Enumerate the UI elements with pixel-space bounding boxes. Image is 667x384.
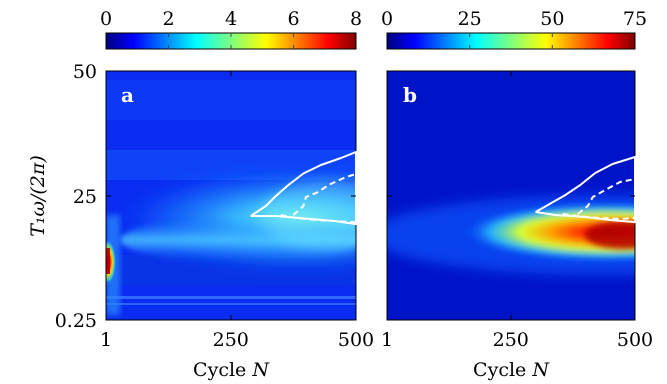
y-tick-label: 25 xyxy=(73,186,97,208)
x-tick-label: 500 xyxy=(338,329,374,351)
colorbar-tick-label: 50 xyxy=(540,8,564,30)
colorbar-tick-label: 8 xyxy=(350,8,362,30)
contour-dashed xyxy=(292,173,357,216)
x-tick-label: 500 xyxy=(617,329,653,351)
contour-dashed xyxy=(562,213,636,220)
x-tick-label: 1 xyxy=(381,329,393,351)
contour-dashed xyxy=(280,214,357,224)
colorbar-tick-label: 75 xyxy=(623,8,647,30)
colorbar-a xyxy=(105,32,357,50)
colorbar-b xyxy=(386,32,636,50)
colorbar-tick-label: 25 xyxy=(458,8,482,30)
colorbar-tick-label: 0 xyxy=(100,8,112,30)
y-tick-label: 50 xyxy=(73,61,97,83)
colorbar-tick-label: 0 xyxy=(381,8,393,30)
contour-dashed xyxy=(577,178,636,215)
heatmap-a xyxy=(106,71,356,320)
colorbar-tick-label: 2 xyxy=(162,8,174,30)
y-axis-label: T₁ω/(2π) xyxy=(27,155,49,237)
heatmap-b xyxy=(387,71,635,320)
colorbar-tick-label: 6 xyxy=(287,8,299,30)
panel-label-b: b xyxy=(403,83,417,107)
panel-label-a: a xyxy=(121,83,134,107)
y-tick-label: 0.25 xyxy=(55,310,97,332)
x-axis-label: Cycle N xyxy=(473,359,550,381)
x-tick-label: 250 xyxy=(493,329,529,351)
contour-solid xyxy=(535,156,636,224)
x-axis-label: Cycle N xyxy=(193,359,270,381)
x-tick-label: 250 xyxy=(213,329,249,351)
x-tick-label: 1 xyxy=(100,329,112,351)
colorbar-tick-label: 4 xyxy=(225,8,237,30)
